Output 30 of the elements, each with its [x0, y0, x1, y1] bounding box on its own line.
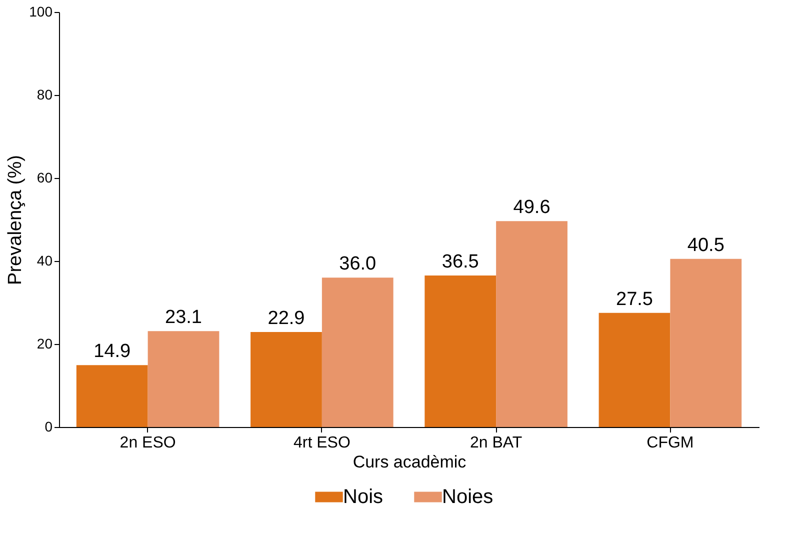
y-tick-label: 100: [29, 4, 53, 20]
data-label: 23.1: [165, 307, 202, 328]
data-label: 36.0: [339, 254, 376, 275]
legend-label: Noies: [442, 486, 494, 508]
data-label: 22.9: [268, 308, 305, 329]
y-tick-label: 20: [36, 336, 53, 352]
x-tick-label: 2n ESO: [120, 434, 176, 452]
bar: [250, 332, 322, 427]
x-tick-label: 4rt ESO: [293, 434, 350, 452]
legend-label: Nois: [343, 486, 384, 508]
bar: [670, 258, 742, 427]
y-tick-label: 60: [36, 170, 53, 186]
data-label: 40.5: [687, 234, 724, 256]
y-tick-label: 80: [36, 86, 53, 102]
y-axis-title: Prevalença (%): [5, 155, 26, 285]
bar: [76, 365, 148, 427]
x-axis-title: Curs acadèmic: [352, 452, 467, 472]
y-tick-label: 40: [36, 252, 53, 268]
data-label: 49.6: [513, 197, 550, 218]
data-label: 36.5: [442, 252, 479, 273]
x-tick-label: 2n BAT: [470, 434, 522, 452]
data-label: 27.5: [616, 288, 653, 310]
x-tick-label: CFGM: [646, 434, 694, 452]
bar: [598, 312, 670, 427]
bar: [496, 221, 568, 427]
y-tick-label: 0: [44, 418, 53, 434]
data-label: 14.9: [94, 341, 131, 362]
bar: [424, 276, 496, 427]
bar: [148, 331, 220, 427]
bar: [322, 278, 394, 427]
